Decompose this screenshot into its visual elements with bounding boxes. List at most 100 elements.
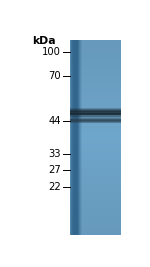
Bar: [70, 96, 121, 97]
Text: 44: 44: [49, 116, 61, 127]
Bar: [70, 120, 121, 121]
Bar: [70, 122, 121, 123]
Bar: [70, 114, 121, 115]
Bar: [70, 86, 121, 87]
Bar: [70, 65, 121, 66]
Bar: [70, 134, 121, 135]
Bar: [70, 108, 121, 109]
Bar: [70, 182, 121, 183]
Bar: [70, 187, 121, 188]
Bar: [70, 127, 121, 128]
Bar: [70, 119, 121, 120]
Bar: [70, 125, 121, 126]
Bar: [70, 50, 121, 51]
Bar: [70, 42, 121, 44]
Bar: [70, 58, 121, 59]
Bar: [72, 40, 79, 234]
Bar: [70, 211, 121, 213]
Bar: [71, 40, 78, 234]
Bar: [70, 116, 121, 117]
Bar: [70, 199, 121, 201]
Bar: [70, 203, 121, 205]
Bar: [70, 117, 121, 118]
Bar: [70, 77, 121, 78]
Bar: [70, 118, 121, 119]
Bar: [70, 70, 121, 72]
Bar: [70, 232, 121, 233]
Bar: [70, 103, 121, 104]
Bar: [70, 110, 121, 111]
Bar: [70, 156, 121, 157]
Bar: [76, 40, 82, 234]
Bar: [70, 170, 121, 172]
Bar: [70, 218, 121, 219]
Bar: [70, 227, 121, 228]
Text: 100: 100: [42, 46, 61, 57]
Bar: [70, 82, 121, 83]
Bar: [70, 188, 121, 189]
Bar: [70, 112, 121, 113]
Bar: [70, 158, 121, 159]
Bar: [70, 198, 121, 199]
Bar: [70, 103, 121, 105]
Bar: [70, 65, 121, 67]
Bar: [70, 43, 121, 45]
Bar: [70, 231, 121, 232]
Bar: [70, 222, 121, 223]
Bar: [70, 62, 121, 64]
Bar: [70, 85, 121, 86]
Bar: [70, 41, 121, 43]
Bar: [70, 49, 121, 50]
Bar: [70, 181, 121, 183]
Bar: [70, 149, 121, 150]
Bar: [70, 189, 121, 190]
Bar: [70, 150, 121, 151]
Bar: [74, 40, 81, 234]
Bar: [70, 221, 121, 222]
Bar: [70, 88, 121, 89]
Bar: [70, 44, 121, 46]
Bar: [70, 59, 121, 60]
Bar: [70, 167, 121, 168]
Bar: [70, 228, 121, 229]
Bar: [70, 62, 121, 63]
Bar: [70, 223, 121, 224]
Bar: [70, 53, 121, 54]
Bar: [73, 40, 79, 234]
Bar: [75, 40, 82, 234]
Bar: [70, 164, 121, 166]
Bar: [70, 81, 121, 83]
Bar: [70, 73, 121, 75]
Bar: [70, 163, 121, 164]
Bar: [70, 89, 121, 90]
Bar: [73, 40, 80, 234]
Bar: [70, 136, 121, 138]
Bar: [70, 166, 121, 167]
Bar: [70, 206, 121, 208]
Bar: [70, 179, 121, 180]
Bar: [70, 101, 121, 103]
Bar: [70, 120, 121, 121]
Bar: [70, 210, 121, 212]
Bar: [70, 94, 121, 95]
Bar: [70, 153, 121, 154]
Bar: [70, 132, 121, 134]
Bar: [70, 138, 121, 140]
Bar: [70, 230, 121, 231]
Bar: [70, 108, 121, 109]
Bar: [70, 177, 121, 179]
Bar: [71, 40, 77, 234]
Bar: [70, 224, 121, 225]
Bar: [70, 173, 121, 175]
Bar: [70, 112, 121, 113]
Bar: [70, 110, 121, 112]
Bar: [70, 132, 121, 133]
Bar: [70, 99, 121, 100]
Bar: [70, 201, 121, 202]
Bar: [70, 233, 121, 234]
Bar: [72, 40, 78, 234]
Bar: [70, 68, 121, 70]
Bar: [70, 209, 121, 211]
Bar: [70, 52, 121, 53]
Bar: [70, 124, 121, 125]
